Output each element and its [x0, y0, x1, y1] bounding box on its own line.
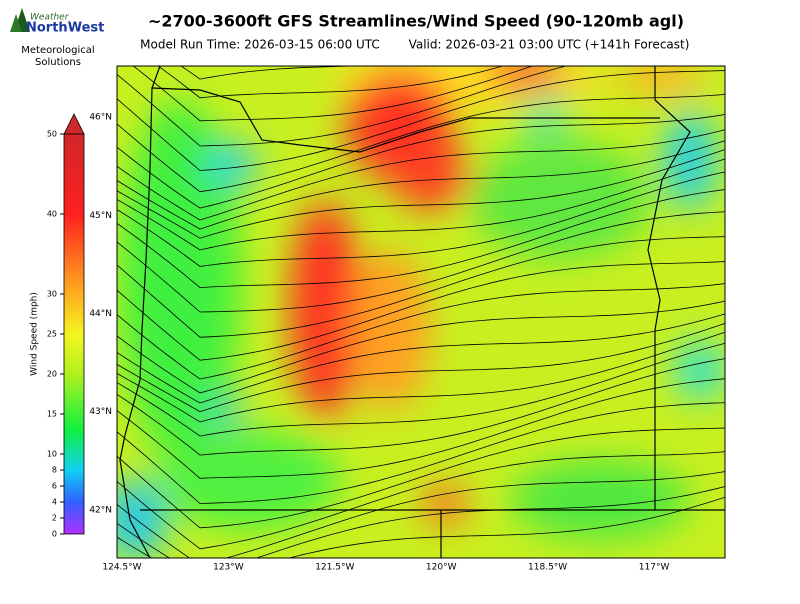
streamline	[117, 189, 725, 289]
map-frame	[116, 65, 726, 559]
streamline	[117, 471, 725, 558]
streamline	[117, 261, 725, 361]
logo-word: NorthWest	[26, 21, 104, 36]
valid-time: Valid: 2026-03-21 03:00 UTC (+141h Forec…	[409, 38, 690, 52]
streamline	[117, 283, 725, 380]
streamline	[117, 140, 725, 230]
colorbar-tick-label: 8	[52, 466, 57, 475]
streamline	[100, 0, 740, 65]
lat-label: 44°N	[89, 309, 112, 319]
streamline	[117, 236, 725, 338]
lat-label: 42°N	[89, 505, 112, 515]
colorbar: Wind Speed (mph) 0 2 4 6 8 10 15 20 25 30 40 50	[30, 113, 85, 539]
colorbar-tick-label: 25	[47, 330, 57, 339]
logo-text: Meteorological	[21, 45, 94, 56]
streamline	[117, 300, 725, 394]
streamline	[117, 331, 725, 423]
streamline	[117, 129, 725, 221]
streamline	[117, 451, 725, 550]
colorbar-label: Wind Speed (mph)	[30, 292, 40, 376]
streamline	[117, 93, 725, 193]
colorbar-tick-label: 40	[47, 210, 57, 219]
streamline	[117, 427, 725, 529]
model-run: Model Run Time: 2026-03-15 06:00 UTC	[140, 38, 380, 52]
lon-label: 120°W	[426, 563, 457, 573]
streamline	[117, 378, 725, 479]
colorbar-tick-label: 15	[47, 410, 57, 419]
colorbar-tick-label: 4	[52, 498, 57, 507]
wind-field	[100, 0, 740, 558]
lon-label: 123°W	[213, 563, 244, 573]
lon-label: 118.5°W	[528, 563, 567, 573]
streamline	[117, 114, 725, 209]
streamline	[117, 496, 725, 558]
streamline	[117, 149, 725, 239]
lat-label: 43°N	[89, 407, 112, 417]
streamline	[117, 171, 725, 267]
streamline	[117, 313, 725, 404]
streamline	[117, 486, 725, 558]
lon-label: 124.5°W	[102, 563, 141, 573]
colorbar-tick-label: 0	[52, 530, 57, 539]
streamline	[157, 66, 505, 99]
logo: Weather NorthWest Meteorological Solutio…	[10, 8, 104, 68]
logo-text: Solutions	[35, 57, 81, 68]
colorbar-tick-label: 10	[47, 450, 57, 459]
streamline	[117, 70, 725, 171]
streamline	[117, 358, 725, 456]
streamline	[132, 66, 534, 122]
colorbar-tick-label: 30	[47, 290, 57, 299]
title: ~2700-3600ft GFS Streamlines/Wind Speed …	[148, 12, 684, 31]
colorbar-tick-label: 2	[52, 514, 57, 523]
streamline	[117, 402, 725, 504]
streamline	[117, 158, 725, 251]
streamline	[117, 342, 725, 437]
colorbar-tick-label: 50	[47, 130, 57, 139]
lon-label: 121.5°W	[315, 563, 354, 573]
streamline	[117, 211, 725, 313]
lon-label: 117°W	[639, 563, 670, 573]
colorbar-tick-label: 6	[52, 482, 57, 491]
streamline	[180, 66, 371, 80]
lat-label: 46°N	[89, 113, 112, 123]
colorbar-tick-label: 20	[47, 370, 57, 379]
streamline	[117, 66, 568, 147]
lat-label: 45°N	[89, 211, 112, 221]
logo-word: Weather	[30, 13, 70, 23]
streamline	[117, 323, 725, 413]
